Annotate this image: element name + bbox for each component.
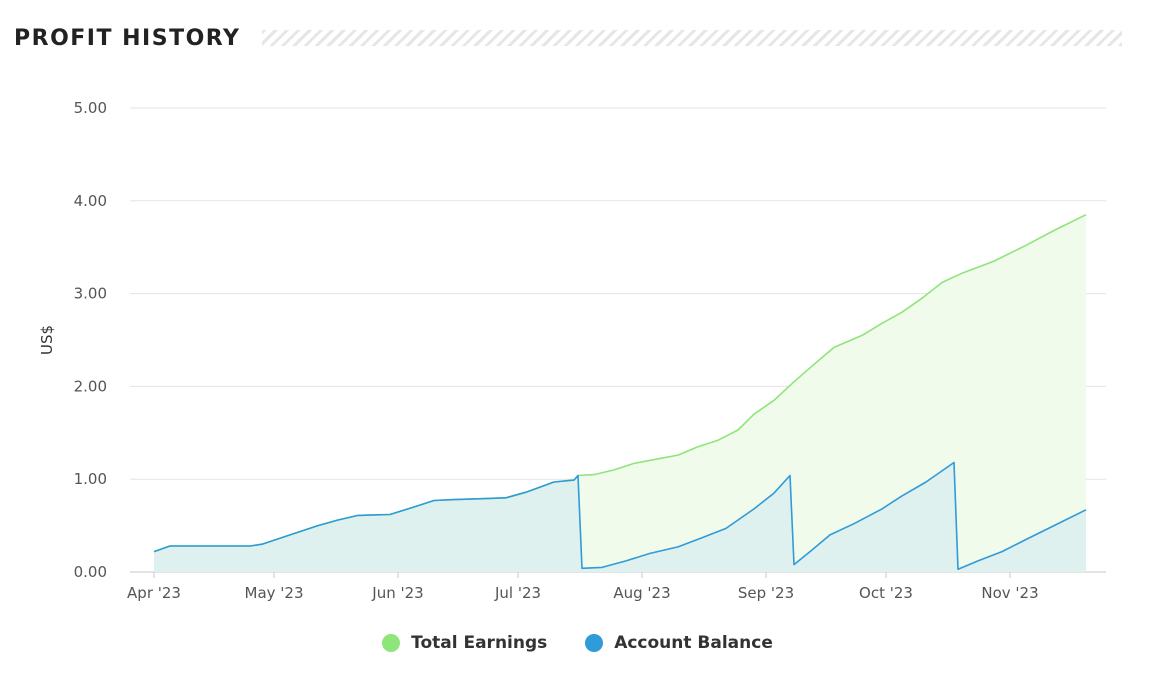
y-tick-label: 3.00 [74, 285, 107, 303]
chart-header: PROFIT HISTORY [14, 22, 1124, 56]
axes: 0.00 1.00 2.00 3.00 4.00 5.00 Apr '23 May '23 Ju… [74, 99, 1039, 602]
total-earnings-area [154, 214, 1086, 572]
x-tick-label: Jul '23 [494, 584, 541, 602]
x-tick-label: Oct '23 [859, 584, 913, 602]
y-axis-label: US$ [38, 325, 56, 355]
header-divider [262, 30, 1122, 46]
x-tick-label: Sep '23 [738, 584, 794, 602]
legend-item-account-balance[interactable]: Account Balance [585, 633, 773, 653]
account-balance-dot-icon [585, 634, 604, 652]
x-tick-label: Aug '23 [613, 584, 670, 602]
series-lines [153, 213, 1087, 570]
legend-item-total-earnings[interactable]: Total Earnings [382, 633, 547, 653]
y-tick-label: 5.00 [74, 99, 107, 117]
x-tick-label: Nov '23 [981, 584, 1038, 602]
page-title: PROFIT HISTORY [14, 26, 241, 51]
series-areas [154, 214, 1086, 572]
total-earnings-dot-icon [382, 634, 401, 652]
y-tick-label: 4.00 [74, 192, 107, 210]
legend-label: Total Earnings [411, 633, 548, 653]
y-tick-label: 0.00 [74, 563, 107, 581]
legend-label: Account Balance [614, 633, 773, 653]
x-tick-label: Apr '23 [127, 584, 181, 602]
y-tick-label: 1.00 [74, 470, 107, 488]
x-tick-label: Jun '23 [371, 584, 423, 602]
account-balance-area [154, 462, 1086, 572]
profit-chart: 0.00 1.00 2.00 3.00 4.00 5.00 Apr '23 May '23 Ju… [38, 99, 1106, 602]
account-balance-line [153, 461, 1087, 570]
x-tick-label: May '23 [245, 584, 304, 602]
y-tick-label: 2.00 [74, 377, 107, 395]
chart-legend: Total Earnings Account Balance [0, 633, 1155, 657]
